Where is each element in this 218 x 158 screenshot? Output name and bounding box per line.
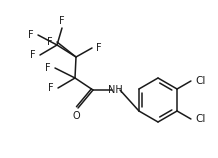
Text: F: F — [48, 83, 54, 93]
Text: Cl: Cl — [195, 114, 205, 124]
Text: NH: NH — [108, 85, 122, 95]
Text: F: F — [45, 63, 51, 73]
Text: F: F — [59, 16, 65, 26]
Text: F: F — [30, 50, 36, 60]
Text: F: F — [47, 37, 53, 47]
Text: F: F — [28, 30, 34, 40]
Text: Cl: Cl — [195, 76, 205, 86]
Text: F: F — [96, 43, 102, 53]
Text: O: O — [72, 111, 80, 121]
